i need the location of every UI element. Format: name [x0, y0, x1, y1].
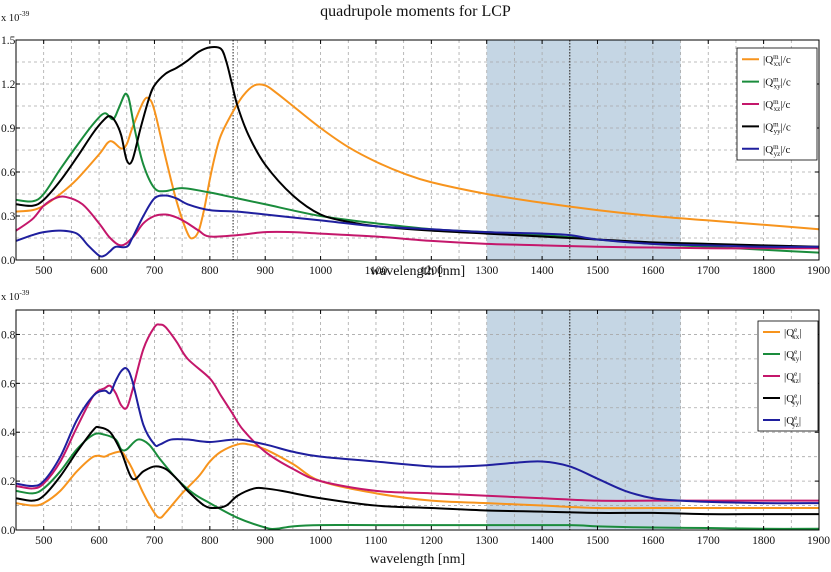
x-tick-label: 600 — [90, 265, 108, 277]
legend-entry: |Qm xx|/c — [763, 53, 791, 68]
y-tick-label: 0.6 — [1, 167, 16, 179]
legend: |Qe xx| |Qe xy| |Qe xz| |Qe yy| |Qe yz| — [757, 320, 819, 432]
x-tick-label: 1700 — [697, 535, 720, 547]
x-tick-label: 1300 — [475, 535, 498, 547]
x-tick-label: 1700 — [697, 265, 720, 277]
legend: |Qm xx|/c |Qm xy|/c |Qm xz|/c |Qm yy|/c |Qm yz|/c — [736, 47, 818, 161]
x-tick-label: 1000 — [309, 535, 332, 547]
legend-entry: |Qm yy|/c — [763, 120, 791, 135]
y-tick-label: 0.8 — [1, 329, 16, 341]
series-line-xx — [15, 83, 820, 240]
x-tick-label: 1600 — [641, 535, 664, 547]
x-tick-label: 1100 — [365, 265, 388, 277]
y-tick-label: 1.5 — [1, 35, 16, 47]
x-tick-label: 1400 — [531, 535, 554, 547]
y-tick-label: 0.6 — [1, 378, 16, 390]
x-tick-label: 800 — [201, 535, 219, 547]
x-tick-label: 1800 — [752, 265, 775, 277]
y-tick-label: 0.9 — [1, 123, 16, 135]
x-tick-label: 900 — [257, 265, 275, 277]
legend-entry: |Qm xy|/c — [763, 76, 791, 91]
series-line-yz — [15, 194, 820, 258]
x-tick-label: 500 — [35, 265, 53, 277]
x-tick-label: 1900 — [807, 535, 830, 547]
x-tick-label: 700 — [146, 535, 164, 547]
series-line-xx — [15, 442, 819, 519]
y-tick-label: 0.0 — [1, 255, 16, 267]
x-tick-label: 1500 — [586, 535, 609, 547]
legend-entry: |Qe xx| — [784, 326, 801, 341]
series-line-yy — [15, 425, 819, 516]
x-axis-label: wavelength [nm] — [370, 552, 465, 567]
legend-entry: |Qe xz| — [784, 370, 801, 385]
y-tick-label: 1.2 — [1, 79, 16, 91]
x-tick-label: 500 — [35, 535, 53, 547]
legend-entry: |Qm yz|/c — [763, 143, 790, 158]
series-line-yy — [15, 45, 820, 248]
magnetic-quadrupole-panel: 500 600 700 800 900 1000 1100 1200 1300 1400 1500 1… — [1, 9, 830, 279]
legend-entry: |Qe yz| — [784, 414, 801, 429]
x-tick-label: 1100 — [365, 535, 388, 547]
legend-entry: |Qe yy| — [784, 392, 801, 407]
x-tick-label: 1000 — [309, 265, 332, 277]
x-axis-label: wavelength [nm] — [370, 264, 465, 279]
x-tick-label: 900 — [257, 535, 275, 547]
y-tick-label: 0.2 — [1, 476, 16, 488]
series-line-xy — [15, 432, 820, 530]
x-tick-label: 700 — [146, 265, 164, 277]
x-tick-label: 1400 — [531, 265, 554, 277]
electric-quadrupole-panel: 500 600 700 800 900 1000 1100 1200 1300 1400 1500 1… — [1, 288, 830, 567]
x-tick-label: 800 — [201, 265, 219, 277]
x-tick-label: 1500 — [586, 265, 609, 277]
x-tick-label: 1600 — [641, 265, 664, 277]
x-tick-label: 600 — [90, 535, 108, 547]
series-line-xz — [15, 323, 820, 502]
x-tick-label: 1200 — [420, 535, 443, 547]
x-tick-label: 1900 — [807, 265, 830, 277]
y-tick-label: 0.0 — [1, 525, 16, 537]
x-tick-label: 1200 — [420, 265, 443, 277]
y-tick-label: 0.4 — [1, 427, 16, 439]
series-line-yz — [15, 367, 820, 505]
y-scale-label: x 10-39 — [1, 9, 30, 24]
x-tick-label: 1800 — [752, 535, 775, 547]
legend-entry: |Qe xy| — [784, 348, 801, 363]
plot-frame — [15, 309, 820, 531]
chart-title: quadrupole moments for LCP — [320, 3, 511, 20]
shaded-band — [486, 310, 681, 530]
y-scale-label: x 10-39 — [1, 288, 30, 303]
series-line-xz — [15, 195, 819, 250]
series-line-xy — [15, 92, 820, 254]
plot-frame — [15, 39, 820, 261]
legend-entry: |Qm xz|/c — [763, 98, 790, 113]
y-tick-label: 0.3 — [1, 211, 16, 223]
x-tick-label: 1300 — [475, 265, 498, 277]
